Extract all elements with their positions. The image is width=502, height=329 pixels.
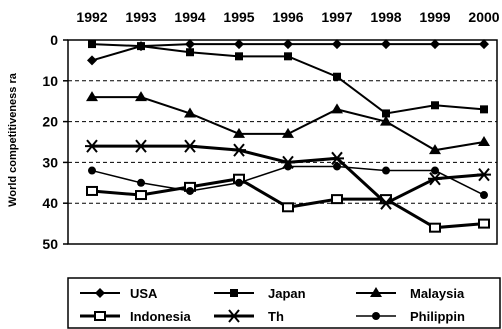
data-point [480, 105, 488, 114]
legend-marker [227, 309, 241, 323]
data-point [284, 162, 292, 171]
x-tick-label: 1996 [272, 9, 303, 25]
legend-item: USA [80, 286, 158, 301]
data-point [183, 139, 197, 153]
data-point [382, 166, 390, 175]
x-tick-label: 1995 [223, 9, 254, 25]
data-point [186, 186, 194, 195]
legend-item: Th [214, 309, 284, 324]
data-point [137, 42, 145, 51]
data-point [431, 166, 439, 175]
data-point [232, 143, 246, 157]
y-axis-label: World competitiveness ra [7, 72, 19, 207]
series-japan [88, 40, 488, 118]
x-tick-label: 1993 [125, 9, 156, 25]
legend-marker [370, 287, 382, 297]
legend-box [67, 277, 501, 329]
data-point [333, 72, 341, 81]
data-point [86, 91, 98, 102]
data-point [479, 39, 489, 50]
data-point [333, 162, 341, 171]
plot-border [67, 39, 498, 245]
data-point [234, 39, 244, 50]
x-tick-label: 1997 [321, 9, 352, 25]
legend-label: Th [268, 309, 284, 324]
y-tick-label: 0 [50, 32, 58, 48]
legend-label: Philippin [410, 309, 465, 324]
data-point [185, 39, 195, 50]
legend: USA Japan Malaysia Indonesia Th Philippin [67, 277, 501, 329]
series-malaysia [86, 91, 490, 155]
data-point [282, 202, 294, 213]
legend-label: Indonesia [130, 309, 191, 324]
data-point [85, 139, 99, 153]
plot-area [67, 39, 498, 245]
legend-marker [372, 312, 380, 320]
legend-item: Philippin [356, 309, 465, 324]
y-tick-label: 30 [42, 154, 58, 170]
data-point [478, 218, 490, 229]
data-point [134, 139, 148, 153]
y-tick-label: 50 [42, 236, 58, 252]
series-usa [87, 39, 489, 66]
x-tick-label: 2000 [468, 9, 499, 25]
data-point [379, 196, 393, 210]
axes: 0 10 20 30 40 50 1992 1993 1994 1995 1996 1997 1998 1… [42, 9, 499, 252]
data-point [88, 40, 96, 49]
x-tick-label: 1998 [370, 9, 401, 25]
x-tick-label: 1999 [419, 9, 450, 25]
series-group [85, 39, 491, 233]
gridlines [68, 80, 497, 204]
legend-label: Japan [268, 286, 306, 301]
data-point [135, 190, 147, 201]
series-line [92, 96, 485, 152]
data-point [382, 109, 390, 118]
y-tick-label: 10 [42, 73, 58, 89]
legend-marker [94, 311, 106, 321]
data-point [86, 185, 98, 196]
data-point [331, 194, 343, 205]
data-point [429, 144, 441, 155]
data-point [477, 167, 491, 182]
data-point [235, 52, 243, 61]
x-tick-label: 1994 [174, 9, 205, 25]
y-tick-label: 40 [42, 195, 58, 211]
series-line [91, 165, 485, 196]
data-point [88, 166, 96, 175]
legend-label: Malaysia [410, 286, 465, 301]
legend-marker [230, 289, 238, 297]
data-point [233, 127, 245, 138]
data-point [283, 39, 293, 50]
data-point [284, 52, 292, 61]
data-point [381, 39, 391, 50]
data-point [430, 39, 440, 50]
legend-item: Japan [214, 286, 306, 301]
data-point [331, 103, 343, 114]
data-point [480, 191, 488, 200]
y-tick-label: 20 [42, 114, 58, 130]
legend-label: USA [130, 286, 158, 301]
data-point [380, 115, 392, 126]
x-tick-label: 1992 [76, 9, 107, 25]
legend-item: Malaysia [356, 286, 465, 301]
data-point [135, 91, 147, 102]
data-point [186, 48, 194, 57]
data-point [137, 178, 145, 187]
series-philippin [88, 162, 488, 200]
data-point [184, 107, 196, 118]
legend-item: Indonesia [80, 309, 191, 324]
data-point [330, 151, 344, 165]
data-point [428, 172, 442, 186]
data-point [87, 55, 97, 66]
data-point [282, 127, 294, 138]
data-point [478, 136, 490, 146]
legend-marker [95, 288, 105, 298]
data-point [235, 178, 243, 187]
data-point [332, 39, 342, 50]
series-th [85, 139, 491, 210]
data-point [429, 222, 441, 233]
data-point [431, 101, 439, 110]
